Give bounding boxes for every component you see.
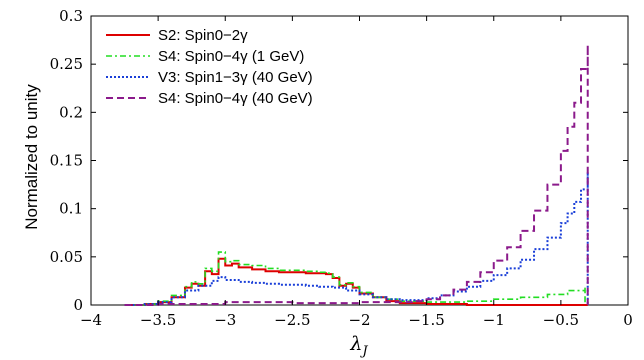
y-tick-label: 0.05	[50, 248, 83, 266]
x-tick-label: −2.5	[274, 311, 310, 329]
x-tick-label: −1	[483, 311, 505, 329]
y-tick-label: 0.25	[50, 55, 83, 73]
x-tick-label: −1.5	[408, 311, 444, 329]
x-tick-label: 0	[623, 311, 633, 329]
series-line-2	[125, 252, 585, 305]
y-tick-label: 0.15	[50, 152, 83, 170]
x-tick-label: −3.5	[140, 311, 176, 329]
x-tick-label: −0.5	[543, 311, 579, 329]
series-line-3	[125, 172, 588, 305]
y-tick-label: 0	[73, 296, 83, 314]
legend-label-2: S4: Spin0−4γ (1 GeV)	[158, 48, 304, 65]
x-tick-label: −4	[80, 311, 102, 329]
y-tick-label: 0.2	[59, 103, 83, 121]
legend: S2: Spin0−2γ S4: Spin0−4γ (1 GeV) V3: Spin…	[106, 27, 313, 107]
legend-label-4: S4: Spin0−4γ (40 GeV)	[158, 90, 313, 107]
y-tick-label: 0.3	[59, 7, 83, 25]
x-axis-title: λJ	[349, 333, 368, 359]
legend-label-3: V3: Spin1−3γ (40 GeV)	[158, 69, 313, 86]
y-axis-title: Normalized to unity	[22, 84, 41, 230]
series-line-1	[125, 259, 588, 305]
x-tick-label: −3	[214, 311, 236, 329]
x-tick-label: −2	[348, 311, 370, 329]
y-tick-label: 0.1	[59, 200, 83, 218]
legend-label-1: S2: Spin0−2γ	[158, 27, 248, 44]
